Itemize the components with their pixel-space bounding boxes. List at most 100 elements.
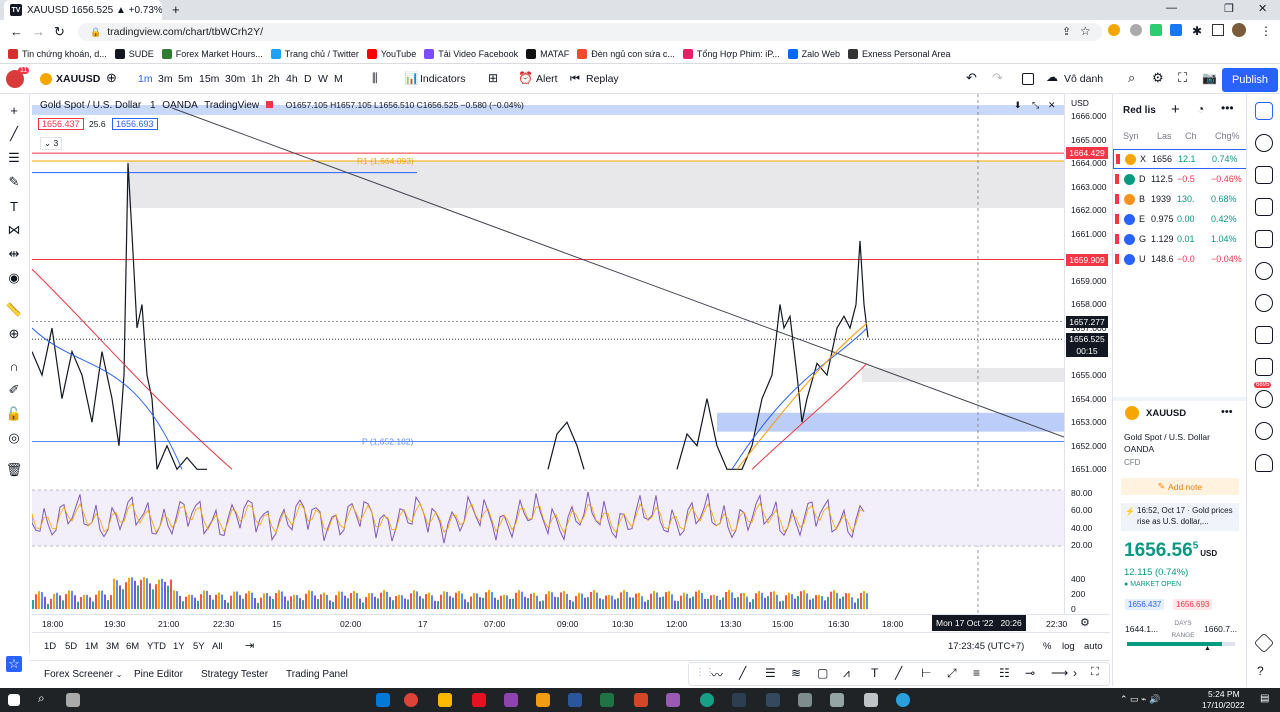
sidepanel-icon[interactable] xyxy=(1212,24,1224,36)
interval-15m[interactable]: 15m xyxy=(199,73,220,85)
clock-readout[interactable]: 17:23:45 (UTC+7) xyxy=(948,641,1025,652)
reload-icon[interactable]: ↻ xyxy=(54,24,65,39)
word-icon[interactable] xyxy=(568,693,582,707)
symbol-search-button[interactable]: XAUUSD xyxy=(56,73,101,85)
publish-button[interactable]: Publish xyxy=(1222,68,1278,92)
draw-hline-icon[interactable]: ⊸ xyxy=(1025,666,1036,680)
pattern-icon[interactable]: ⋈ xyxy=(7,222,21,237)
range-ytd[interactable]: YTD xyxy=(147,641,166,652)
bookmark-item[interactable]: Forex Market Hours... xyxy=(161,48,263,59)
browser-menu-icon[interactable]: ⋮ xyxy=(1260,24,1272,38)
watchlist-row[interactable]: D 112.5 −0.5 −0.46% xyxy=(1113,169,1247,189)
back-icon[interactable]: ← xyxy=(10,24,23,39)
expand-icon[interactable]: ⛶ xyxy=(1091,666,1099,678)
url-field[interactable]: 🔒 tradingview.com/chart/tbWCrh2Y/ xyxy=(78,23,1102,41)
undo-icon[interactable]: ↶ xyxy=(966,70,977,85)
excel-icon[interactable] xyxy=(600,693,614,707)
tab-forex-screener[interactable]: Forex Screener ⌄ xyxy=(44,669,123,680)
taskbar-app-icon[interactable] xyxy=(766,693,780,707)
signal-icon[interactable] xyxy=(1255,422,1273,440)
chrome-icon[interactable] xyxy=(404,693,418,707)
alert-button[interactable]: Alert xyxy=(536,73,558,85)
interval-w[interactable]: W xyxy=(318,73,328,85)
draw-line-icon[interactable]: ╱ xyxy=(739,666,747,680)
ideas-icon[interactable] xyxy=(1255,262,1273,280)
more-icon[interactable]: › xyxy=(1073,666,1077,680)
tab-strategy-tester[interactable]: Strategy Tester xyxy=(201,669,269,680)
bookmark-item[interactable]: Trang chủ / Twitter xyxy=(270,48,359,59)
details-symbol[interactable]: XAUUSD xyxy=(1146,408,1187,419)
price-tag[interactable]: 1656.525 xyxy=(1066,333,1108,346)
price-tag[interactable]: 1659.909 xyxy=(1066,253,1108,266)
bookmark-item[interactable]: Exness Personal Area xyxy=(847,48,951,59)
zoom-icon[interactable]: ⊕ xyxy=(8,326,20,341)
extension-icon-4[interactable] xyxy=(1170,24,1182,36)
details-bid[interactable]: 1656.437 xyxy=(1125,599,1165,610)
taskbar-app-icon[interactable] xyxy=(376,693,390,707)
interval-d[interactable]: D xyxy=(304,73,312,85)
details-more-icon[interactable]: ••• xyxy=(1221,406,1233,418)
layers-icon[interactable] xyxy=(1253,632,1275,654)
redo-icon[interactable]: ↷ xyxy=(992,70,1003,85)
profile-avatar[interactable] xyxy=(1232,23,1246,37)
draw-rect-icon[interactable]: ▢ xyxy=(817,666,829,680)
range-5d[interactable]: 5D xyxy=(65,641,78,652)
interval-4h[interactable]: 4h xyxy=(286,73,298,85)
layout-grid-icon[interactable]: ⊞ xyxy=(488,71,499,85)
compare-symbol-button[interactable]: ⊕ xyxy=(106,70,117,85)
settings-gear-icon[interactable]: ⚙ xyxy=(1152,70,1164,85)
extension-icon-2[interactable] xyxy=(1130,24,1142,36)
scroll-down-icon[interactable]: ⬇ xyxy=(1014,100,1022,110)
share-icon[interactable]: ⇪ xyxy=(1062,26,1072,38)
watchlist-row[interactable]: E 0.975 0.00 0.42% xyxy=(1113,209,1247,229)
extension-icon[interactable] xyxy=(1108,24,1120,36)
bookmark-star-icon[interactable]: ☆ xyxy=(1080,24,1091,38)
bookmark-item[interactable]: Đèn ngủ con sứa c... xyxy=(577,48,675,59)
taskbar-app-icon[interactable] xyxy=(732,693,746,707)
range-3m[interactable]: 3M xyxy=(106,641,120,652)
col-change-pct[interactable]: Chg% xyxy=(1215,131,1240,141)
messages-icon[interactable] xyxy=(1255,358,1273,376)
draw-pitchfork-icon[interactable]: ☰ xyxy=(765,666,776,680)
crosshair-icon[interactable]: + xyxy=(10,102,18,118)
text-icon[interactable]: T xyxy=(10,198,18,214)
puzzle-icon[interactable]: ✱ xyxy=(1192,24,1203,38)
help-icon[interactable]: ? xyxy=(1257,664,1264,678)
range-1y[interactable]: 1Y xyxy=(173,641,185,652)
axis-settings-gear-icon[interactable]: ⚙ xyxy=(1080,617,1090,629)
percent-toggle[interactable]: % xyxy=(1043,641,1052,652)
chart-pane[interactable]: R1 (1,664.093) P (1,652.182) Gold Spot / … xyxy=(32,94,1064,614)
watchlist-row[interactable]: X 1656 12.1 0.74% xyxy=(1113,149,1247,169)
chart-type-icon[interactable]: ⫼ xyxy=(372,71,378,85)
hotlist-icon[interactable] xyxy=(1255,198,1273,216)
pane-collapse-icon[interactable]: ⤡ xyxy=(1032,100,1040,110)
interval-1h[interactable]: 1h xyxy=(251,73,263,85)
log-toggle[interactable]: log xyxy=(1062,641,1075,652)
notifications-bell-icon[interactable] xyxy=(1255,454,1273,472)
taskbar-app-icon[interactable] xyxy=(700,693,714,707)
data-window-icon[interactable] xyxy=(1255,166,1273,184)
bookmark-item[interactable]: YouTube xyxy=(366,48,416,59)
taskbar-app-icon[interactable] xyxy=(438,693,452,707)
camera-icon[interactable]: 📷 xyxy=(1202,71,1217,85)
bookmark-item[interactable]: Tổng Hợp Phim: iP... xyxy=(682,48,780,59)
draw-fib-icon[interactable]: ≋ xyxy=(791,666,802,680)
indicators-icon[interactable]: 📊 xyxy=(404,71,419,85)
range-all[interactable]: All xyxy=(212,641,223,652)
idea-bulb-icon[interactable] xyxy=(1255,294,1273,312)
bid-box[interactable]: 1656.437 xyxy=(38,118,84,130)
col-change[interactable]: Ch xyxy=(1185,131,1197,141)
replay-icon[interactable]: ⏮ xyxy=(570,73,580,85)
shapes-icon[interactable]: ◉ xyxy=(8,270,20,285)
notification-center-icon[interactable]: ▤ xyxy=(1260,693,1270,704)
layout-name[interactable]: Vô danh xyxy=(1064,73,1104,85)
taskbar-app-icon[interactable] xyxy=(830,693,844,707)
fullscreen-icon[interactable]: ⛶ xyxy=(1178,70,1188,85)
goto-date-icon[interactable]: ⇥ xyxy=(245,640,255,652)
watchlist-title[interactable]: Red lis xyxy=(1123,105,1156,116)
price-tag[interactable]: 1664.429 xyxy=(1066,147,1108,160)
magnet-icon[interactable]: ∩ xyxy=(9,358,19,374)
ruler-icon[interactable]: 📏 xyxy=(5,302,23,317)
star-icon[interactable]: ☆ xyxy=(6,656,22,672)
browser-tab[interactable]: TV XAUUSD 1656.525 ▲ +0.73% \ ✕ xyxy=(4,0,162,20)
